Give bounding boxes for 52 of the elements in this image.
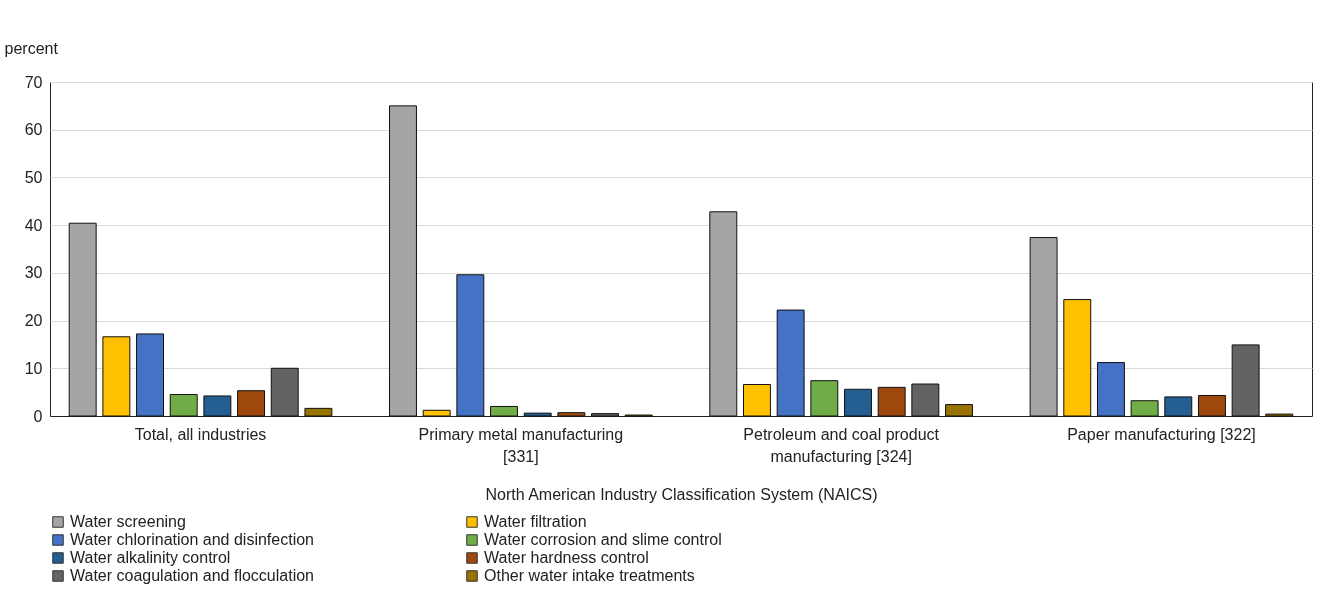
bar bbox=[136, 333, 164, 417]
bar bbox=[877, 386, 906, 417]
y-tick-label: 10 bbox=[24, 359, 43, 377]
bar bbox=[709, 211, 738, 417]
legend-label: Water hardness control bbox=[484, 549, 649, 566]
y-tick-label: 60 bbox=[24, 121, 43, 139]
bar bbox=[844, 388, 872, 417]
y-tick-label: 20 bbox=[24, 312, 43, 330]
bar bbox=[1231, 344, 1260, 417]
x-tick-label: Paper manufacturing [322] bbox=[1067, 425, 1256, 443]
bar bbox=[945, 404, 973, 417]
y-axis-title: percent bbox=[4, 39, 59, 57]
legend-label: Water filtration bbox=[484, 513, 587, 530]
bar bbox=[1096, 362, 1125, 417]
bar bbox=[1029, 237, 1058, 417]
bar bbox=[270, 367, 299, 417]
y-tick-label: 70 bbox=[24, 73, 43, 91]
legend-label: Water screening bbox=[70, 513, 186, 530]
legend-label: Water alkalinity control bbox=[70, 549, 231, 566]
bar bbox=[810, 380, 839, 417]
bar bbox=[102, 336, 131, 417]
bar bbox=[911, 383, 940, 417]
bar bbox=[169, 394, 198, 417]
bar bbox=[456, 274, 485, 417]
x-tick-label: Primary metal manufacturing [331] bbox=[418, 425, 624, 465]
legend-label: Water coagulation and flocculation bbox=[70, 567, 314, 584]
bar bbox=[1063, 299, 1092, 417]
y-tick-label: 40 bbox=[24, 216, 43, 234]
x-axis-title: North American Industry Classification System (NAICS) bbox=[485, 485, 878, 503]
bar bbox=[68, 222, 97, 417]
x-tick-label: Total, all industries bbox=[134, 425, 267, 443]
bar bbox=[237, 390, 266, 417]
bar bbox=[389, 105, 417, 417]
legend-label: Water corrosion and slime control bbox=[484, 531, 722, 548]
bar bbox=[422, 409, 451, 417]
bar bbox=[1198, 394, 1226, 417]
bar bbox=[743, 384, 771, 417]
bar bbox=[1130, 400, 1159, 417]
bar bbox=[490, 405, 518, 417]
y-tick-label: 0 bbox=[33, 407, 43, 425]
legend-label: Water chlorination and disinfection bbox=[70, 531, 314, 548]
bar bbox=[557, 412, 586, 417]
bar bbox=[304, 407, 333, 417]
bar bbox=[203, 395, 232, 417]
bar bbox=[591, 413, 619, 417]
bar bbox=[1164, 396, 1193, 417]
x-tick-label: Petroleum and coal product manufacturing [324] bbox=[743, 425, 940, 465]
bar bbox=[523, 412, 552, 417]
bar bbox=[776, 309, 805, 417]
y-tick-label: 50 bbox=[24, 168, 43, 186]
y-tick-label: 30 bbox=[24, 264, 43, 282]
legend-label: Other water intake treatments bbox=[484, 567, 695, 584]
